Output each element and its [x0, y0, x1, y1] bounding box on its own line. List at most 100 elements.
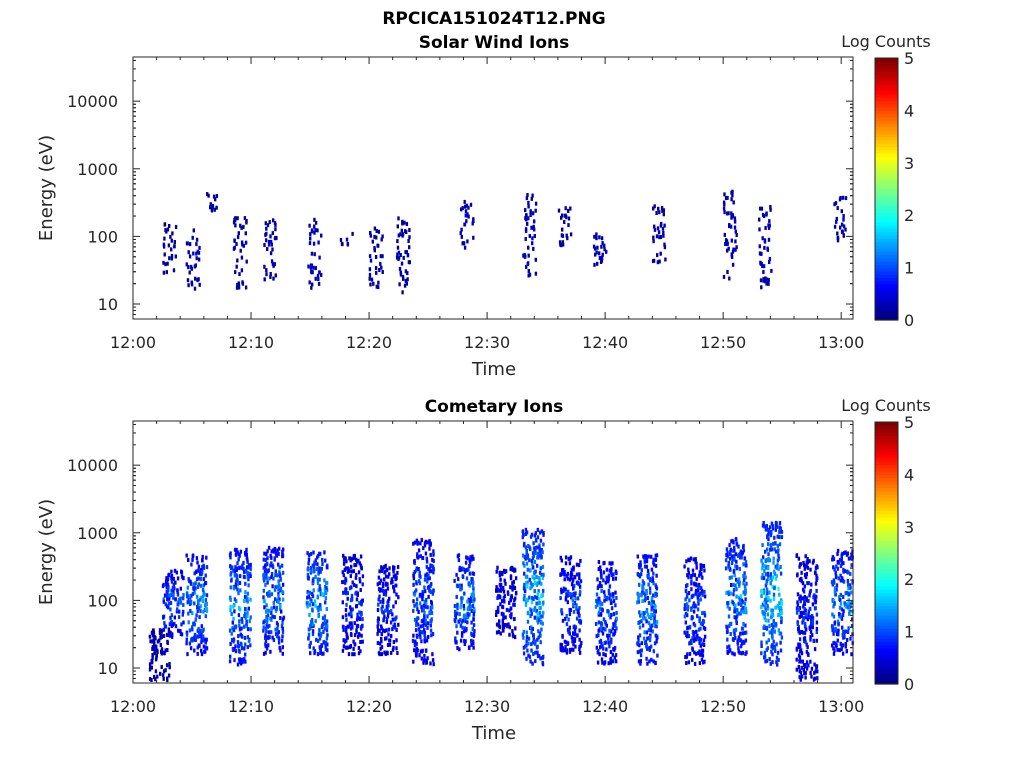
heatmap-cell: [279, 606, 282, 611]
heatmap-cell: [499, 586, 502, 591]
heatmap-cell: [246, 614, 249, 619]
heatmap-cell: [528, 234, 531, 238]
heatmap-cell: [726, 645, 729, 650]
heatmap-cell: [692, 638, 696, 643]
heatmap-cell: [525, 561, 529, 566]
heatmap-cell: [460, 227, 463, 232]
heatmap-cell: [463, 591, 466, 596]
heatmap-cell: [431, 591, 435, 596]
heatmap-cell: [241, 563, 244, 568]
heatmap-cell: [723, 232, 726, 237]
heatmap-cell: [805, 627, 808, 632]
heatmap-cell: [724, 238, 728, 243]
heatmap-cell: [237, 566, 241, 571]
colorbar-swatch: [875, 152, 898, 157]
heatmap-cell: [312, 646, 315, 651]
heatmap-cell: [392, 569, 395, 574]
colorbar-swatch: [875, 251, 898, 256]
heatmap-cell: [655, 553, 659, 558]
heatmap-cell: [767, 237, 771, 242]
heatmap-cell: [763, 624, 766, 629]
heatmap-cell: [202, 634, 205, 639]
heatmap-cell: [472, 611, 476, 616]
heatmap-cell: [277, 640, 281, 645]
heatmap-cell: [846, 604, 849, 609]
heatmap-cell: [358, 617, 362, 621]
colorbar-swatch: [875, 543, 898, 548]
x-tick-label: 12:20: [346, 333, 392, 352]
heatmap-cell: [534, 201, 538, 206]
heatmap-cell: [460, 583, 463, 588]
heatmap-cell: [262, 651, 266, 656]
heatmap-cell: [423, 614, 426, 619]
heatmap-cell: [800, 576, 803, 581]
heatmap-cell: [769, 614, 773, 619]
heatmap-cell: [566, 576, 569, 581]
heatmap-cell: [192, 228, 195, 233]
heatmap-cell: [831, 582, 834, 587]
heatmap-cell: [203, 649, 206, 654]
heatmap-cell: [728, 606, 731, 611]
heatmap-cell: [598, 652, 601, 657]
heatmap-cell: [578, 650, 582, 655]
colorbar-swatch: [875, 546, 898, 551]
heatmap-cell: [199, 604, 202, 609]
heatmap-cell: [428, 546, 431, 551]
heatmap-cell: [525, 635, 529, 640]
heatmap-cell: [573, 601, 577, 605]
heatmap-cell: [461, 206, 464, 211]
heatmap-cell: [207, 193, 210, 198]
heatmap-cell: [769, 533, 773, 538]
heatmap-cell: [565, 573, 568, 578]
heatmap-cell: [539, 619, 543, 624]
heatmap-cell: [611, 561, 614, 566]
heatmap-cell: [498, 594, 501, 599]
heatmap-cell: [563, 572, 566, 577]
heatmap-cell: [190, 266, 193, 271]
heatmap-cell: [318, 577, 321, 582]
heatmap-cell: [354, 563, 358, 567]
heatmap-cell: [534, 271, 538, 276]
heatmap-cell: [397, 233, 400, 238]
heatmap-cell: [417, 610, 420, 614]
heatmap-cell: [325, 619, 329, 624]
heatmap-cell: [534, 639, 537, 644]
heatmap-cell: [810, 614, 814, 618]
heatmap-cell: [313, 252, 316, 257]
heatmap-cell: [228, 553, 232, 558]
heatmap-cell: [310, 566, 313, 570]
heatmap-cell: [645, 656, 648, 661]
heatmap-cell: [470, 599, 474, 603]
heatmap-cell: [637, 638, 640, 643]
x-tick-label: 13:00: [818, 333, 864, 352]
colorbar-swatch: [875, 480, 898, 485]
heatmap-cell: [169, 607, 172, 612]
heatmap-cell: [233, 547, 237, 552]
heatmap-cell: [281, 590, 284, 594]
heatmap-cell: [531, 211, 535, 216]
heatmap-cell: [466, 556, 469, 561]
heatmap-cell: [694, 559, 697, 564]
heatmap-cell: [249, 597, 252, 602]
heatmap-cell: [844, 604, 848, 609]
heatmap-cell: [358, 610, 361, 615]
heatmap-cell: [845, 552, 849, 557]
colorbar-swatch: [875, 647, 898, 652]
heatmap-cell: [428, 539, 431, 543]
heatmap-cell: [326, 633, 329, 638]
heatmap-cell: [380, 645, 384, 650]
heatmap-cell: [687, 591, 691, 595]
heatmap-cell: [745, 581, 748, 586]
heatmap-cell: [499, 631, 502, 636]
heatmap-cell: [760, 605, 763, 610]
heatmap-cell: [154, 669, 158, 674]
heatmap-cell: [168, 662, 171, 666]
heatmap-cell: [802, 630, 805, 635]
heatmap-cell: [265, 562, 269, 567]
heatmap-cell: [244, 652, 247, 657]
heatmap-cell: [530, 611, 533, 616]
heatmap-cell: [593, 234, 596, 239]
heatmap-cell: [770, 633, 774, 638]
heatmap-cell: [638, 625, 642, 630]
heatmap-cell: [642, 586, 645, 591]
